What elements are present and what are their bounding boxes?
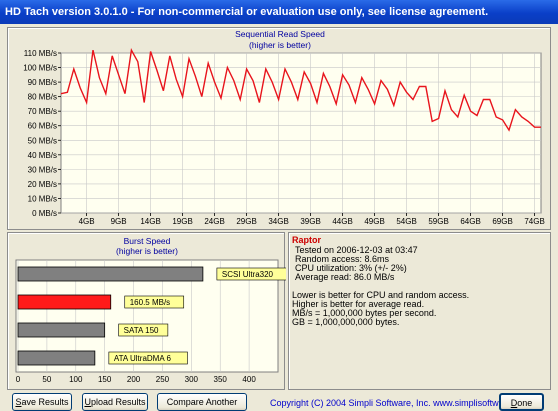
burst-label-box — [124, 295, 185, 309]
upload-mnemonic: U — [84, 397, 91, 407]
burst-x-tick-label: 200 — [127, 375, 141, 384]
burst-label-box — [216, 267, 286, 281]
compare-another-drive-button[interactable]: Compare Another Drive — [157, 393, 247, 411]
save-mnemonic: S — [15, 397, 22, 407]
burst-x-tick-label: 50 — [42, 375, 51, 384]
x-tick-label: 29GB — [236, 217, 256, 226]
x-tick-label: 39GB — [300, 217, 320, 226]
y-tick-label: 50 MB/s — [28, 136, 57, 145]
chart-plot-area — [60, 52, 542, 214]
burst-title: Burst Speed — [124, 236, 171, 246]
x-tick-label: 24GB — [204, 217, 224, 226]
burst-x-tick-label: 150 — [98, 375, 112, 384]
burst-x-tick-label: 400 — [242, 375, 256, 384]
y-tick-label: 110 MB/s — [24, 49, 57, 58]
x-tick-label: 14GB — [140, 217, 160, 226]
save-results-button[interactable]: Save Results — [12, 393, 72, 411]
upload-results-button[interactable]: Upload Results — [82, 393, 148, 411]
burst-x-tick-label: 250 — [156, 375, 170, 384]
chart-title: Sequential Read Speed — [235, 29, 325, 39]
y-tick-label: 60 MB/s — [28, 122, 57, 131]
x-tick-label: 74GB — [524, 217, 544, 226]
cpu-utilization-text: CPU utilization: 3% (+/- 2%) — [295, 263, 407, 273]
y-tick-label: 70 MB/s — [28, 107, 57, 116]
x-tick-label: 54GB — [396, 217, 416, 226]
burst-x-tick-label: 300 — [185, 375, 199, 384]
burst-x-tick-label: 350 — [214, 375, 228, 384]
burst-bar-tested-drive — [17, 294, 112, 310]
burst-bar-label: ATA UltraDMA 6 — [114, 354, 172, 363]
burst-bar-reference — [17, 322, 106, 338]
burst-bar-label: SCSI Ultra320 — [222, 270, 274, 279]
random-access-text: Random access: 8.6ms — [295, 254, 390, 264]
burst-label-box — [108, 351, 188, 365]
tested-on-text: Tested on 2006-12-03 at 03:47 — [295, 245, 418, 255]
y-tick-label: 100 MB/s — [23, 64, 57, 73]
x-tick-label: 4GB — [79, 217, 95, 226]
y-tick-label: 30 MB/s — [28, 165, 57, 174]
burst-subtitle: (higher is better) — [116, 246, 178, 256]
done-mnemonic: D — [510, 398, 518, 408]
sequential-read-chart: Sequential Read Speed (higher is better)… — [23, 29, 545, 226]
x-tick-label: 59GB — [428, 217, 448, 226]
y-tick-label: 10 MB/s — [28, 194, 57, 203]
x-tick-label: 49GB — [364, 217, 384, 226]
drive-name: Raptor — [292, 235, 321, 245]
chart-subtitle: (higher is better) — [249, 40, 311, 50]
x-tick-label: 9GB — [111, 217, 127, 226]
y-tick-label: 0 MB/s — [32, 209, 57, 218]
burst-bar-reference — [17, 350, 96, 366]
upload-label: pload Results — [90, 397, 146, 407]
average-read-text: Average read: 86.0 MB/s — [295, 272, 395, 282]
burst-speed-panel: Burst Speed (higher is better) SCSI Ultr… — [7, 232, 286, 390]
burst-x-tick-label: 100 — [69, 375, 83, 384]
x-tick-label: 64GB — [460, 217, 480, 226]
read-speed-series-line — [60, 47, 541, 132]
window-title: HD Tach version 3.0.1.0 - For non-commer… — [0, 0, 558, 24]
x-tick-label: 44GB — [332, 217, 352, 226]
note-mb-definition: MB/s = 1,000,000 bytes per second. — [292, 308, 437, 318]
burst-bar-reference — [17, 266, 204, 282]
sequential-read-panel: Sequential Read Speed (higher is better)… — [7, 27, 551, 230]
note-gb-definition: GB = 1,000,000,000 bytes. — [292, 317, 400, 327]
x-tick-label: 69GB — [492, 217, 512, 226]
y-tick-label: 20 MB/s — [28, 180, 57, 189]
y-tick-label: 90 MB/s — [28, 78, 57, 87]
results-info-panel: Raptor Tested on 2006-12-03 at 03:47 Ran… — [288, 232, 551, 390]
burst-speed-chart: Burst Speed (higher is better) SCSI Ultr… — [15, 236, 286, 384]
burst-x-tick-label: 0 — [16, 375, 21, 384]
burst-bar-label: 160.5 MB/s — [130, 298, 170, 307]
note-lower-better: Lower is better for CPU and random acces… — [292, 290, 470, 300]
y-tick-label: 40 MB/s — [28, 151, 57, 160]
save-label: ave Results — [21, 397, 69, 407]
note-higher-better: Higher is better for average read. — [292, 299, 425, 309]
y-tick-label: 80 MB/s — [28, 93, 57, 102]
burst-label-box — [118, 323, 169, 337]
burst-bar-label: SATA 150 — [124, 326, 159, 335]
done-button[interactable]: Done — [499, 393, 544, 411]
x-tick-label: 19GB — [172, 217, 192, 226]
x-tick-label: 34GB — [268, 217, 288, 226]
copyright-link[interactable]: Copyright (C) 2004 Simpli Software, Inc.… — [270, 398, 532, 408]
done-label: one — [517, 398, 533, 408]
